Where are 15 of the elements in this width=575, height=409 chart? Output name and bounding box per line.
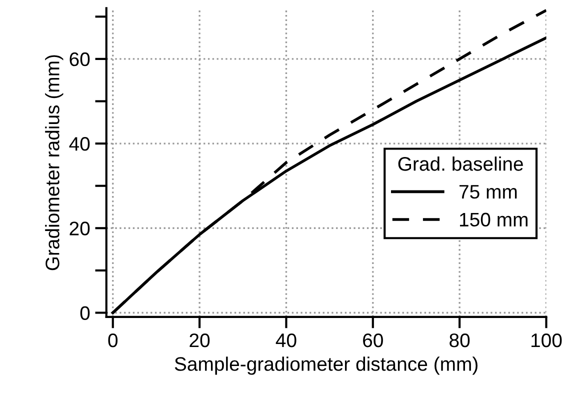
y-tick-label: 0	[80, 306, 90, 320]
legend-label: 150 mm	[460, 212, 528, 227]
legend-title: Grad. baseline	[398, 156, 523, 171]
x-tick-label: 80	[450, 333, 470, 348]
x-tick-label: 60	[363, 333, 383, 348]
x-tick-label: 0	[108, 333, 118, 348]
y-tick-label: 40	[69, 137, 90, 151]
x-tick-label: 40	[276, 333, 296, 348]
y-axis-title: Gradiometer radius (mm)	[45, 55, 64, 270]
y-tick-label: 20	[70, 222, 90, 236]
y-tick-label: 60	[70, 52, 90, 66]
legend-label: 75 mm	[460, 185, 517, 199]
x-tick-label: 20	[190, 333, 210, 348]
x-tick-label: 100	[532, 333, 562, 348]
x-axis-title: Sample-gradiometer distance (mm)	[174, 356, 478, 375]
